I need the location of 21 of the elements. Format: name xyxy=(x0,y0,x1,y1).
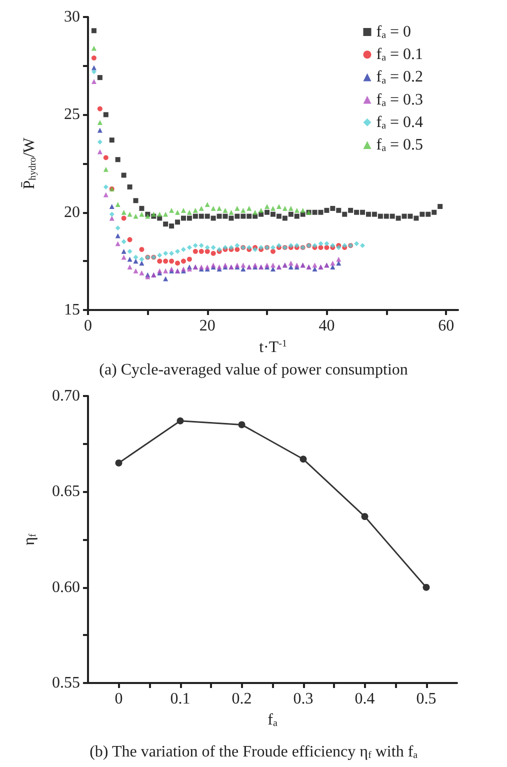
y-tick-label: 0.60 xyxy=(52,578,80,596)
y-tick-label: 0.55 xyxy=(52,674,80,692)
y-tick-label: 30 xyxy=(64,8,80,26)
x-tick-label: 0.3 xyxy=(293,690,314,708)
x-tick-label: 0.4 xyxy=(354,690,375,708)
x-tick-label: 0.2 xyxy=(232,690,252,708)
x-tick-label: 0 xyxy=(114,690,123,708)
y-tick-label: 0.70 xyxy=(52,388,80,404)
x-tick-label: 60 xyxy=(438,318,454,334)
text: (a) Cycle-averaged value of power consumption xyxy=(99,362,408,378)
y-axis-title: P̄hydro/W xyxy=(20,136,38,190)
x-tick-label: 0 xyxy=(84,318,92,334)
x-tick-label: 0.1 xyxy=(170,690,190,708)
x-tick-label: 40 xyxy=(318,318,335,334)
y-tick-label: 25 xyxy=(64,106,80,124)
y-tick-label: 20 xyxy=(64,204,80,221)
x-tick-label: 20 xyxy=(199,318,216,334)
y-tick-label: 0.65 xyxy=(52,483,80,500)
y-tick-label: 15 xyxy=(64,302,80,318)
y-axis-title: ηf xyxy=(20,532,38,546)
x-tick-label: 0.5 xyxy=(416,690,436,708)
